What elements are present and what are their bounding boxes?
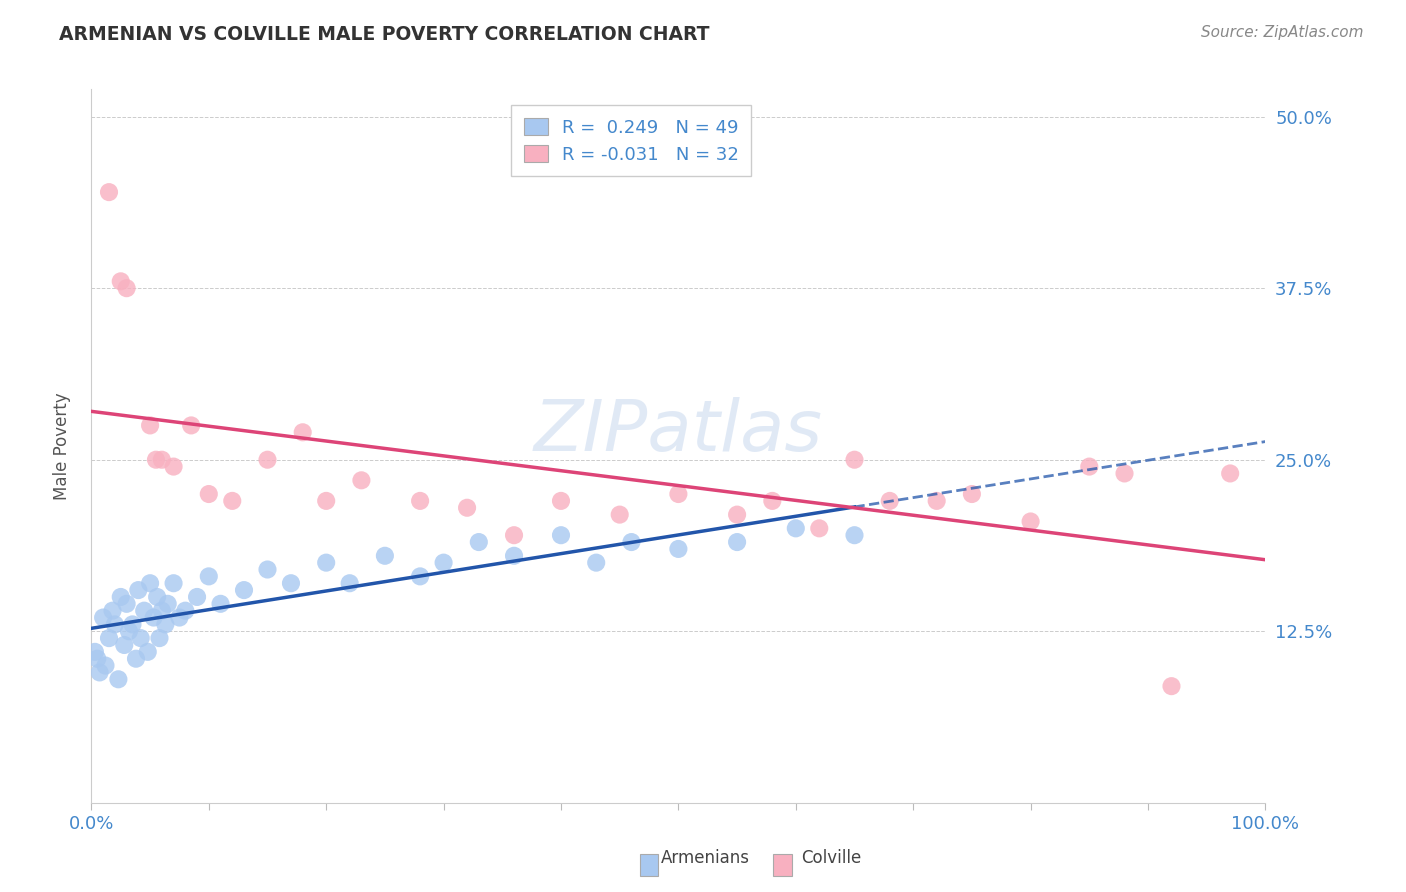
Point: [148, 631, 170, 645]
Point: [233, 583, 256, 598]
Point: [374, 549, 396, 563]
Point: [197, 569, 219, 583]
Point: [315, 556, 337, 570]
Point: [150, 604, 173, 618]
Point: [925, 494, 948, 508]
Point: [456, 500, 478, 515]
Point: [1160, 679, 1182, 693]
Point: [91, 610, 114, 624]
Point: [84, 645, 107, 659]
Point: [350, 473, 373, 487]
Point: [585, 556, 607, 570]
Point: [121, 617, 143, 632]
Point: [155, 617, 177, 632]
Point: [115, 597, 138, 611]
Point: [1219, 467, 1241, 481]
Point: [162, 576, 184, 591]
Text: ARMENIAN VS COLVILLE MALE POVERTY CORRELATION CHART: ARMENIAN VS COLVILLE MALE POVERTY CORREL…: [59, 25, 710, 44]
Point: [550, 494, 572, 508]
Point: [409, 494, 432, 508]
Point: [256, 562, 278, 576]
Point: [609, 508, 631, 522]
Point: [129, 631, 152, 645]
Point: [339, 576, 361, 591]
Point: [112, 638, 135, 652]
Point: [197, 487, 219, 501]
Point: [503, 528, 526, 542]
Point: [134, 604, 156, 618]
Point: [1019, 515, 1042, 529]
Point: [98, 631, 121, 645]
Point: [221, 494, 243, 508]
Text: Source: ZipAtlas.com: Source: ZipAtlas.com: [1201, 25, 1364, 40]
Point: [315, 494, 337, 508]
Point: [169, 610, 191, 624]
Point: [844, 452, 866, 467]
Point: [468, 535, 491, 549]
Legend: R =  0.249   N = 49, R = -0.031   N = 32: R = 0.249 N = 49, R = -0.031 N = 32: [512, 105, 751, 177]
Point: [115, 281, 138, 295]
Y-axis label: Male Poverty: Male Poverty: [52, 392, 70, 500]
Point: [150, 452, 173, 467]
Point: [808, 521, 831, 535]
Point: [879, 494, 901, 508]
Point: [409, 569, 432, 583]
Point: [291, 425, 314, 440]
Point: [725, 535, 748, 549]
Point: [139, 418, 162, 433]
Point: [118, 624, 141, 639]
Point: [503, 549, 526, 563]
Point: [107, 673, 129, 687]
Point: [136, 645, 159, 659]
Text: Armenians: Armenians: [661, 849, 749, 867]
Point: [1078, 459, 1101, 474]
Point: [280, 576, 302, 591]
Point: [209, 597, 232, 611]
Point: [256, 452, 278, 467]
Point: [180, 418, 202, 433]
Point: [110, 274, 132, 288]
Point: [98, 185, 121, 199]
Point: [1114, 467, 1136, 481]
Point: [620, 535, 643, 549]
Point: [110, 590, 132, 604]
Point: [156, 597, 179, 611]
Point: [139, 576, 162, 591]
Text: Colville: Colville: [801, 849, 862, 867]
Point: [725, 508, 748, 522]
Point: [550, 528, 572, 542]
Point: [174, 604, 197, 618]
Point: [89, 665, 111, 680]
Point: [101, 604, 124, 618]
Point: [433, 556, 456, 570]
Point: [86, 651, 108, 665]
Point: [666, 541, 689, 556]
Point: [94, 658, 117, 673]
Point: [142, 610, 165, 624]
Point: [844, 528, 866, 542]
Point: [125, 651, 148, 665]
Point: [146, 590, 169, 604]
Point: [761, 494, 783, 508]
Point: [162, 459, 184, 474]
Point: [666, 487, 689, 501]
Point: [785, 521, 807, 535]
Point: [960, 487, 983, 501]
Point: [145, 452, 167, 467]
Point: [104, 617, 127, 632]
Point: [186, 590, 208, 604]
Point: [127, 583, 149, 598]
Text: ZIPatlas: ZIPatlas: [534, 397, 823, 467]
